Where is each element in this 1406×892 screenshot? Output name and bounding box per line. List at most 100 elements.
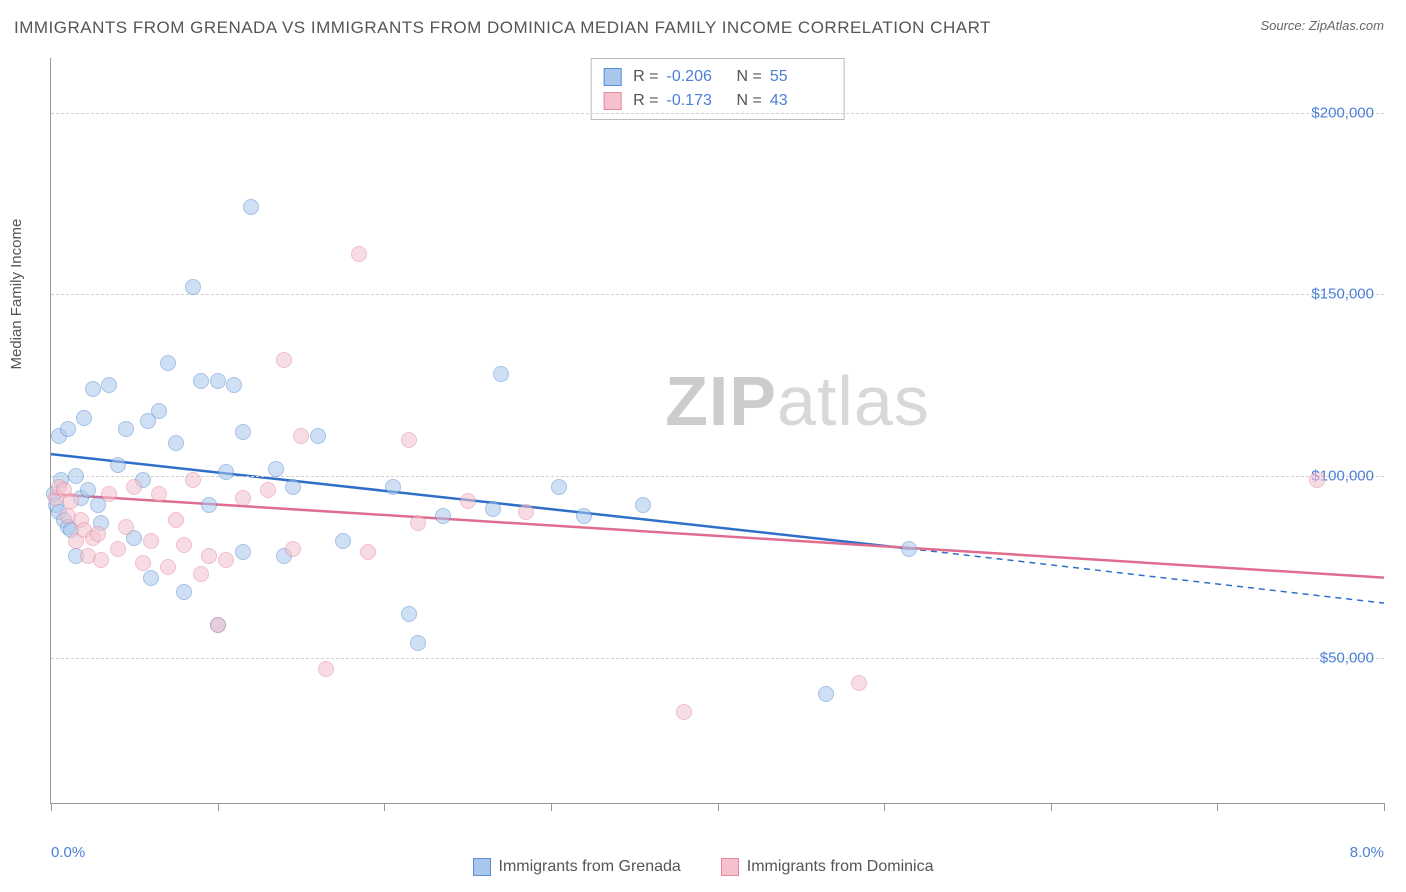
data-point <box>101 486 117 502</box>
y-tick-label: $50,000 <box>1320 649 1374 666</box>
data-point <box>210 617 226 633</box>
legend-swatch <box>603 68 621 86</box>
data-point <box>226 377 242 393</box>
data-point <box>126 479 142 495</box>
data-point <box>818 686 834 702</box>
data-point <box>310 428 326 444</box>
stats-legend: R =-0.206N =55R =-0.173N =43 <box>590 58 845 120</box>
data-point <box>193 566 209 582</box>
data-point <box>185 472 201 488</box>
data-point <box>518 504 534 520</box>
stat-r-value: -0.173 <box>667 89 725 113</box>
data-point <box>80 482 96 498</box>
data-point <box>493 366 509 382</box>
x-tick <box>218 803 219 811</box>
data-point <box>235 544 251 560</box>
data-point <box>435 508 451 524</box>
stats-row: R =-0.173N =43 <box>603 89 828 113</box>
data-point <box>576 508 592 524</box>
y-tick-label: $150,000 <box>1311 286 1374 303</box>
data-point <box>901 541 917 557</box>
data-point <box>243 199 259 215</box>
data-point <box>151 486 167 502</box>
gridline <box>51 294 1384 295</box>
x-tick <box>1051 803 1052 811</box>
data-point <box>210 373 226 389</box>
gridline <box>51 113 1384 114</box>
data-point <box>85 381 101 397</box>
x-tick <box>551 803 552 811</box>
data-point <box>218 552 234 568</box>
data-point <box>635 497 651 513</box>
data-point <box>118 421 134 437</box>
data-point <box>76 410 92 426</box>
data-point <box>168 512 184 528</box>
chart-title: IMMIGRANTS FROM GRENADA VS IMMIGRANTS FR… <box>14 18 991 38</box>
data-point <box>410 635 426 651</box>
data-point <box>201 497 217 513</box>
data-point <box>1309 472 1325 488</box>
y-tick-label: $200,000 <box>1311 104 1374 121</box>
y-axis-label: Median Family Income <box>8 219 25 370</box>
stats-row: R = -0.206 N = 55 <box>603 65 828 89</box>
stat-n-value: 55 <box>770 65 828 89</box>
data-point <box>68 468 84 484</box>
legend-item: Immigrants from Dominica <box>721 858 934 876</box>
data-point <box>360 544 376 560</box>
data-point <box>401 432 417 448</box>
data-point <box>176 537 192 553</box>
stat-r-label: R = <box>633 89 658 113</box>
data-point <box>143 533 159 549</box>
data-point <box>460 493 476 509</box>
data-point <box>318 661 334 677</box>
data-point <box>335 533 351 549</box>
chart-container: Median Family Income ZIPatlas R =-0.206N… <box>14 58 1384 832</box>
data-point <box>401 606 417 622</box>
legend-swatch <box>473 858 491 876</box>
data-point <box>551 479 567 495</box>
source-credit: Source: ZipAtlas.com <box>1260 18 1384 33</box>
data-point <box>93 552 109 568</box>
data-point <box>63 493 79 509</box>
x-tick <box>51 803 52 811</box>
data-point <box>60 421 76 437</box>
data-point <box>293 428 309 444</box>
x-tick <box>884 803 885 811</box>
x-tick <box>1217 803 1218 811</box>
legend-swatch <box>721 858 739 876</box>
data-point <box>201 548 217 564</box>
data-point <box>90 526 106 542</box>
data-point <box>110 457 126 473</box>
stat-n-label: N = <box>737 65 762 89</box>
stat-n-label: N = <box>737 89 762 113</box>
data-point <box>235 490 251 506</box>
data-point <box>151 403 167 419</box>
data-point <box>235 424 251 440</box>
data-point <box>851 675 867 691</box>
data-point <box>285 541 301 557</box>
data-point <box>351 246 367 262</box>
data-point <box>260 482 276 498</box>
trend-lines <box>51 58 1384 803</box>
legend-label: Immigrants from Grenada <box>499 858 681 876</box>
stat-r-label: R = <box>633 65 658 89</box>
data-point <box>676 704 692 720</box>
data-point <box>143 570 159 586</box>
data-point <box>176 584 192 600</box>
legend-swatch <box>603 92 621 110</box>
trend-line-extrapolated <box>909 549 1384 604</box>
legend-label: Immigrants from Dominica <box>747 858 934 876</box>
data-point <box>218 464 234 480</box>
x-tick <box>1384 803 1385 811</box>
data-point <box>285 479 301 495</box>
stat-r-value: -0.206 <box>667 65 725 89</box>
data-point <box>185 279 201 295</box>
gridline <box>51 476 1384 477</box>
plot-area: ZIPatlas R =-0.206N =55R =-0.173N =43 $5… <box>50 58 1384 804</box>
data-point <box>168 435 184 451</box>
x-tick <box>384 803 385 811</box>
gridline <box>51 658 1384 659</box>
data-point <box>110 541 126 557</box>
data-point <box>101 377 117 393</box>
data-point <box>160 355 176 371</box>
